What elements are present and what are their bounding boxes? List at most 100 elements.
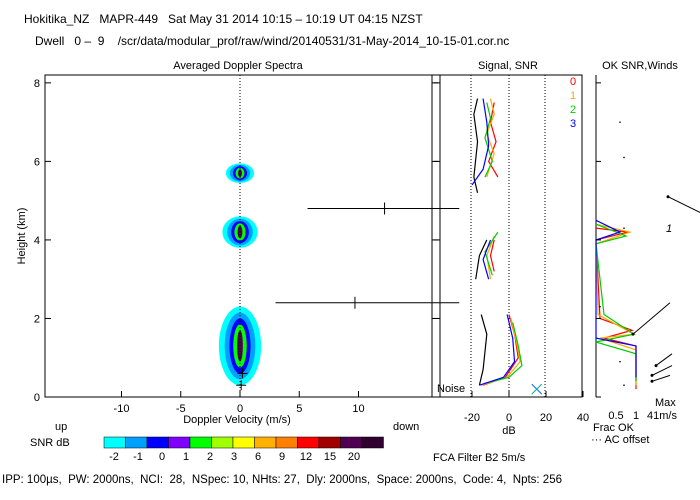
snr-x-tick-label: 0: [506, 412, 512, 424]
scale-box: [103, 436, 126, 449]
x-tick-label: 0: [237, 403, 243, 415]
ok-series-0: [595, 227, 637, 390]
snr-db-label: SNR dB: [30, 437, 70, 449]
wind-arrow-head: [650, 379, 654, 383]
spectra-title: Averaged Doppler Spectra: [173, 60, 303, 72]
header-line-2: Dwell 0 – 9 /scr/data/modular_prof/raw/w…: [35, 34, 510, 48]
snr-color-scale: SNR dB -2 -1 0 1 2 3 6 9 12 15 20: [30, 436, 384, 463]
scale-box: [361, 436, 384, 449]
snr-x-tick-label: 20: [540, 412, 552, 424]
x-tick-label: 5: [296, 403, 302, 415]
wind-arrow-head: [666, 195, 670, 199]
scale-tick-label: 2: [207, 451, 213, 463]
footer-params: IPP: 100µs, PW: 2000ns, NCI: 28, NSpec: …: [2, 474, 562, 486]
ac-offset-dot: [619, 121, 621, 123]
wind-arrow: [632, 302, 671, 335]
scale-tick-label: 12: [300, 451, 312, 463]
y-tick-label: 6: [34, 156, 40, 168]
y-tick-label: 4: [34, 235, 40, 247]
scale-tick-label: 0: [159, 451, 165, 463]
up-label: up: [55, 421, 67, 433]
x-tick-label: -5: [176, 403, 186, 415]
snr-frame: [431, 74, 583, 398]
spectra-ylabel: Height (km): [16, 208, 28, 265]
ok-title: OK SNR,Winds: [602, 60, 678, 72]
x-tick-label: 10: [352, 403, 364, 415]
x-tick-label: -10: [114, 403, 130, 415]
snr-series-beam0: [487, 102, 499, 178]
snr-series-beam3: [471, 98, 490, 186]
ac-offset-dot: [623, 227, 625, 229]
spectra-xlabel: Doppler Velocity (m/s): [183, 414, 291, 426]
ac-offset-dot: [623, 384, 625, 387]
scale-tick-label: 6: [255, 451, 261, 463]
wind-arrow: [667, 196, 700, 213]
max-value: 41m/s: [647, 410, 677, 422]
snr-series-signal: [478, 314, 488, 386]
snr-series-beam3: [479, 314, 516, 386]
spectral-layer: [238, 169, 242, 178]
legend-entry-1: 1: [570, 90, 576, 102]
y-tick-label: 0: [34, 392, 40, 404]
scale-box: [125, 436, 148, 449]
scale-box: [340, 436, 363, 449]
snr-x-tick-label: -20: [464, 412, 480, 424]
scale-tick-label: -1: [133, 451, 143, 463]
scale-tick-label: 9: [279, 451, 285, 463]
legend-entry-0: 0: [570, 76, 576, 88]
wind-arrow: [655, 353, 673, 366]
scale-tick-label: 15: [324, 451, 336, 463]
frac-ok-label: Frac OK: [593, 422, 635, 434]
ok-x-tick-label: 1: [633, 410, 639, 422]
snr-xlabel: dB: [502, 425, 515, 437]
y-tick-label: 2: [34, 313, 40, 325]
snr-title: Signal, SNR: [478, 60, 538, 72]
y-tick-label: 8: [34, 78, 40, 90]
signal-snr-panel: Signal, SNR -20 0 20 40 dB Noise: [431, 60, 589, 437]
scale-tick-label: -2: [109, 451, 119, 463]
ok-series-1: [595, 223, 637, 386]
wind-arrow: [651, 374, 671, 382]
scale-box: [318, 436, 341, 449]
snr-series-signal: [475, 239, 488, 280]
scale-box: [211, 436, 234, 449]
ac-offset-dot: [599, 305, 601, 308]
scale-tick-label: 3: [231, 451, 237, 463]
scale-box: [297, 436, 320, 449]
scale-tick-label: 20: [348, 451, 360, 463]
wind-note: 1: [666, 223, 672, 235]
ac-offset-dot: [619, 360, 621, 363]
snr-x-tick-label: 40: [577, 412, 589, 424]
legend-entry-2: 2: [570, 104, 576, 116]
snr-series-beam2: [484, 102, 493, 178]
snr-series-beam2: [484, 231, 499, 276]
noise-marker: [531, 383, 543, 395]
snr-series-beam3: [482, 239, 492, 280]
spectra-frame: [44, 74, 441, 398]
snr-series-signal: [473, 98, 479, 193]
wind-arrow: [651, 365, 673, 376]
filter-label: FCA Filter B2 5m/s: [433, 452, 526, 464]
scale-box: [168, 436, 191, 449]
ok-series-2: [595, 223, 637, 382]
scale-box: [254, 436, 277, 449]
wind-arrow-head: [631, 332, 635, 336]
wind-arrow-head: [654, 364, 658, 368]
ac-offset-dot: [623, 156, 625, 159]
snr-series-beam2: [484, 322, 523, 384]
scale-box: [189, 436, 212, 449]
scale-box: [275, 436, 298, 449]
header-line-1: Hokitika_NZ MAPR-449 Sat May 31 2014 10:…: [24, 12, 423, 26]
scale-tick-label: 1: [183, 451, 189, 463]
ok-x-tick-label: 0.5: [608, 410, 623, 422]
ac-offset-label: ··· AC offset: [591, 434, 649, 446]
wind-arrow-head: [650, 373, 654, 377]
snr-series-beam0: [489, 239, 495, 272]
max-label: Max: [655, 397, 676, 409]
scale-box: [146, 436, 169, 449]
noise-label: Noise: [437, 383, 465, 395]
legend-entry-3: 3: [570, 118, 576, 130]
scale-box: [232, 436, 255, 449]
